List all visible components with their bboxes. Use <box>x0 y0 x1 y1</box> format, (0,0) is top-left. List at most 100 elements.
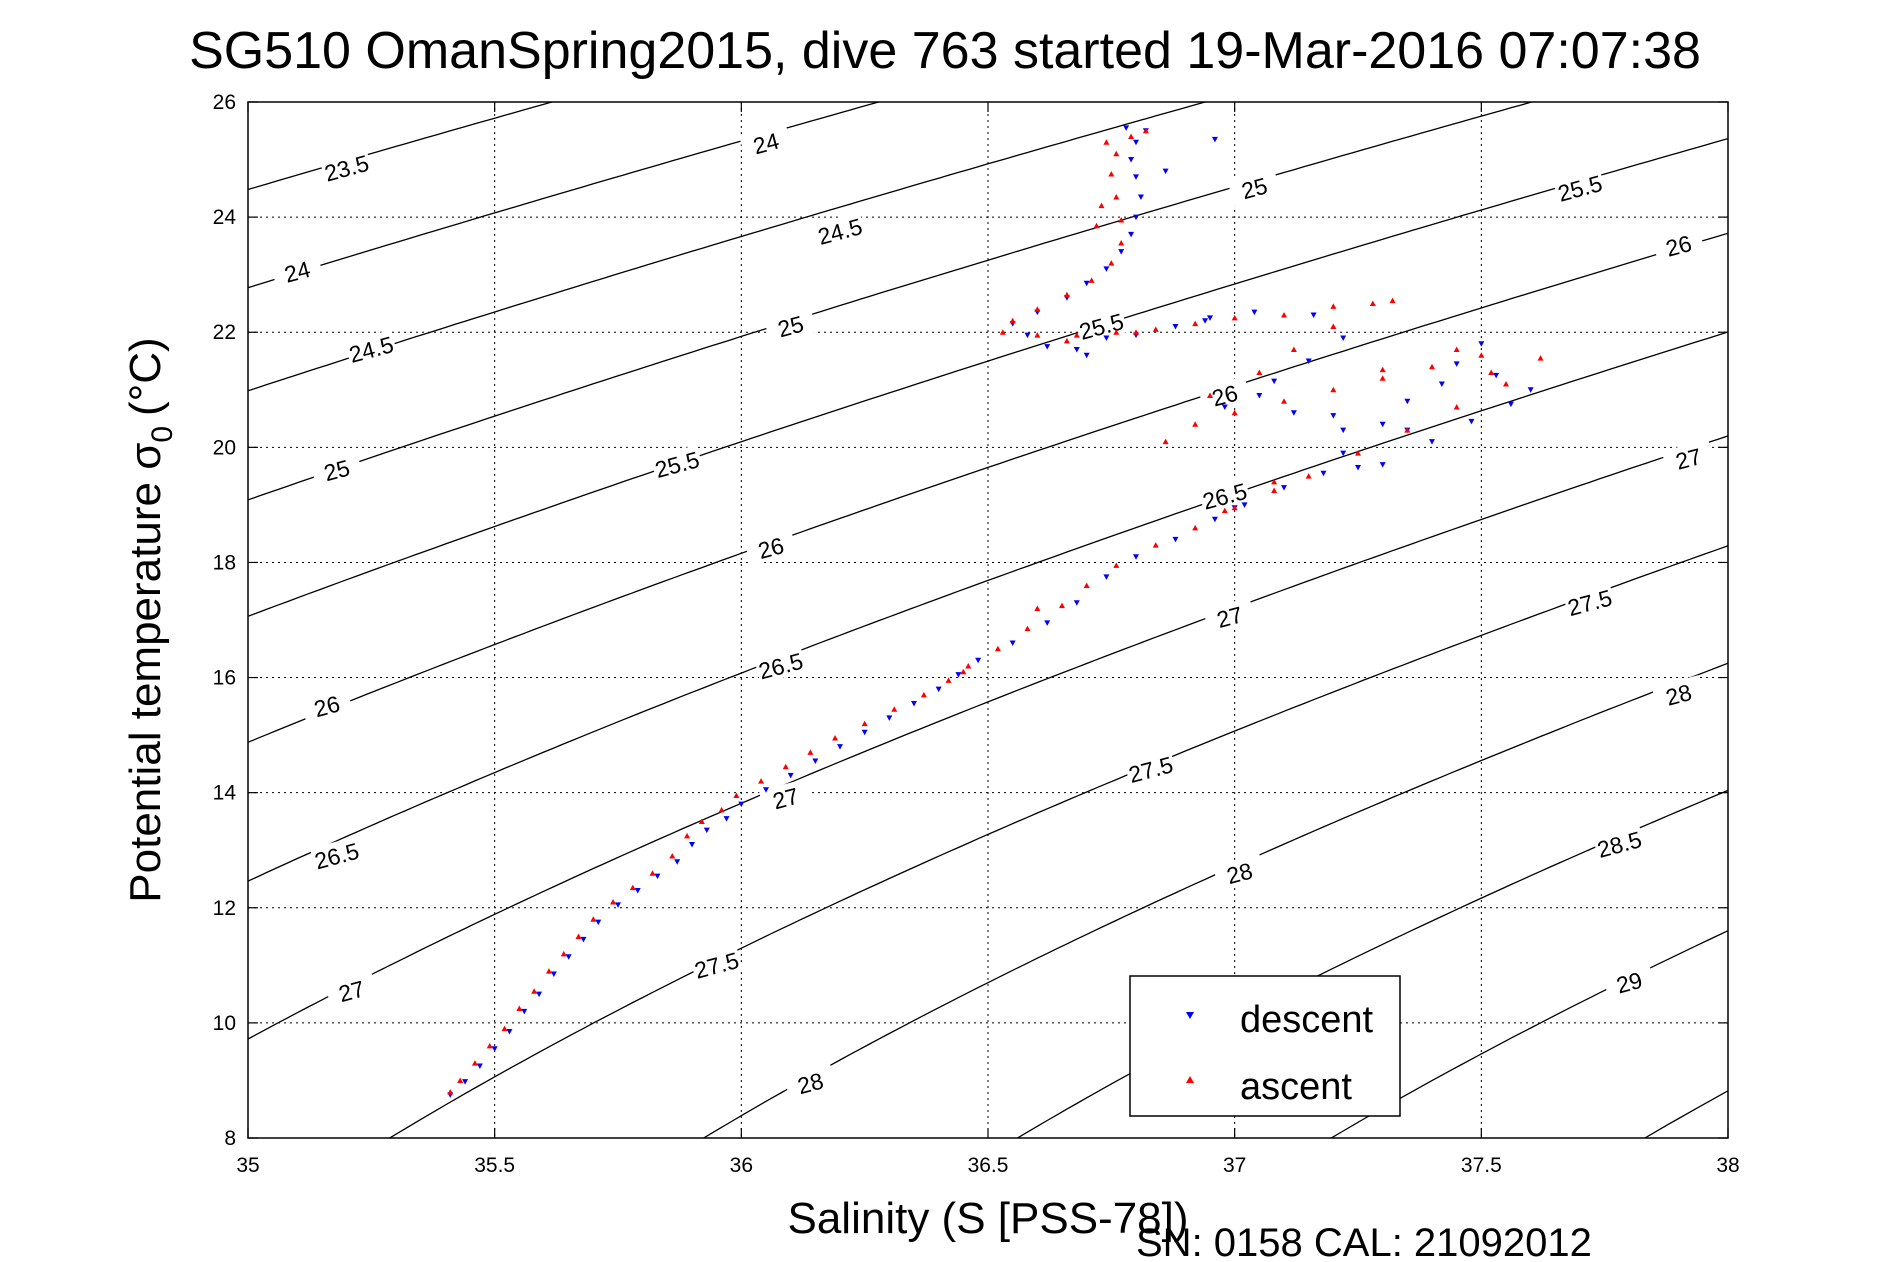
ascent-point <box>1118 216 1125 223</box>
contour-label-bg <box>1651 226 1705 264</box>
contour-label-bg <box>1074 306 1128 345</box>
descent-point <box>1453 361 1460 367</box>
legend-descent-label: descent <box>1240 999 1374 1041</box>
legend: descent ascent <box>1129 975 1401 1117</box>
descent-point <box>689 841 695 848</box>
y-axis-label-main: Potential temperature σ <box>121 443 170 903</box>
contour-label-bg <box>744 528 798 566</box>
descent-point <box>812 758 819 765</box>
descent-point <box>1009 640 1016 647</box>
descent-point <box>763 787 769 793</box>
ascent-point <box>1369 300 1376 306</box>
isopycnal-line <box>248 102 1208 392</box>
ascent-point <box>1059 602 1065 609</box>
descent-point <box>1271 378 1278 385</box>
ascent-point <box>1429 363 1435 370</box>
descent-point <box>1330 413 1337 419</box>
ascent-point <box>1063 337 1070 344</box>
ascent-point <box>994 645 1001 652</box>
descent-point <box>1281 485 1287 491</box>
descent-point <box>1290 410 1297 416</box>
x-tick-label: 35.5 <box>474 1154 515 1177</box>
ascent-point <box>1118 240 1125 246</box>
descent-point <box>1256 393 1263 399</box>
contour-label-bg <box>783 1063 837 1102</box>
contour-label-bg <box>270 252 324 290</box>
x-tick-label: 35 <box>236 1154 259 1177</box>
descent-point <box>738 801 745 808</box>
y-axis-ticks: 8 10 12 14 16 18 20 22 24 26 <box>213 91 1728 1150</box>
data-points <box>447 125 1544 1098</box>
descent-point <box>1123 125 1130 131</box>
ascent-point <box>1034 332 1041 338</box>
isopycnal-line <box>1329 930 1728 1138</box>
contour-label-bg <box>344 329 398 368</box>
y-tick-label: 12 <box>213 897 236 920</box>
descent-point <box>1172 323 1179 330</box>
descent-point <box>1044 620 1051 626</box>
y-tick-label: 10 <box>213 1012 236 1035</box>
ascent-point <box>1281 311 1287 318</box>
contour-label-bg <box>1212 853 1266 892</box>
descent-point <box>634 888 641 894</box>
contour-label-bg <box>1123 749 1178 788</box>
contour-label-bg <box>1563 582 1617 621</box>
isopycnal-line <box>248 435 1728 1040</box>
ascent-point <box>861 720 868 727</box>
ascent-point <box>1009 317 1016 324</box>
ascent-point <box>718 806 725 813</box>
descent-point <box>955 672 962 678</box>
ascent-point <box>545 968 552 974</box>
descent-point <box>1379 421 1386 428</box>
descent-point <box>1251 309 1258 316</box>
ascent-point <box>575 933 582 940</box>
ascent-point <box>1231 504 1238 511</box>
descent-point <box>1493 372 1500 379</box>
y-tick-label: 16 <box>213 667 236 690</box>
serial-calibration-note: SN: 0158 CAL: 21092012 <box>1136 1221 1592 1262</box>
descent-point <box>1438 381 1445 388</box>
descent-point <box>787 772 794 779</box>
contour-label-bg <box>753 646 808 684</box>
contour-label-bg <box>1553 168 1607 207</box>
descent-point <box>1478 341 1485 347</box>
isopycnal-line <box>248 137 1728 617</box>
descent-point <box>861 729 868 736</box>
descent-point <box>1355 464 1361 471</box>
ascent-point <box>1271 478 1278 485</box>
descent-point <box>911 700 917 707</box>
descent-point <box>886 715 893 721</box>
descent-point <box>1320 470 1327 477</box>
ascent-point <box>1113 150 1120 157</box>
descent-point <box>521 1008 528 1015</box>
legend-box <box>1129 975 1401 1117</box>
ascent-point <box>1231 314 1238 321</box>
contour-label-bg <box>1227 168 1281 207</box>
descent-point <box>1404 398 1411 405</box>
isopycnal-line <box>248 102 881 289</box>
ascent-point <box>649 870 656 876</box>
descent-point <box>1103 266 1110 272</box>
descent-point <box>1468 418 1475 425</box>
isopycnal-line <box>388 545 1728 1138</box>
contour-label-bg <box>763 306 817 345</box>
contour-label-bg <box>1602 962 1656 1001</box>
y-tick-label: 8 <box>224 1127 236 1150</box>
descent-point <box>1118 249 1125 255</box>
y-tick-label: 26 <box>213 91 236 114</box>
contour-label-bg <box>1202 597 1257 635</box>
descent-point <box>1103 574 1110 580</box>
ascent-point <box>758 778 765 784</box>
isopycnal-line <box>248 331 1728 882</box>
ascent-point <box>1290 346 1297 352</box>
ascent-point <box>1088 277 1095 283</box>
descent-point <box>1241 502 1248 508</box>
descent-point <box>703 827 710 834</box>
contour-label-bg <box>689 945 743 984</box>
contour-label-bg <box>739 123 793 162</box>
ascent-point <box>1330 386 1337 393</box>
ascent-point <box>1093 222 1100 229</box>
descent-point <box>550 971 557 977</box>
contour-label-bg <box>1661 439 1715 477</box>
